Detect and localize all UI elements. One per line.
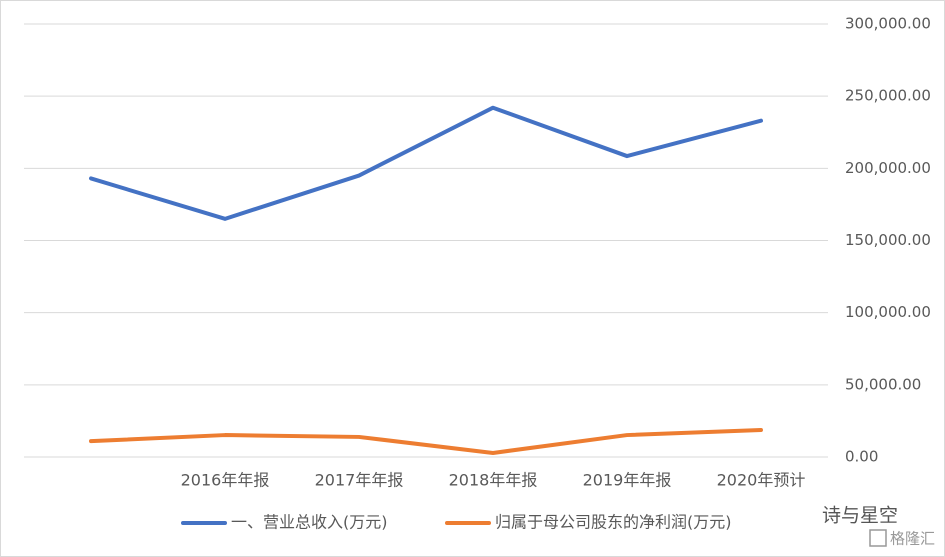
y-tick-label: 100,000.00	[845, 303, 931, 321]
y-tick-label: 50,000.00	[845, 375, 921, 393]
watermark-logo-box	[869, 529, 887, 547]
x-tick-label: 2018年年报	[449, 471, 538, 490]
legend-label: 一、营业总收入(万元)	[231, 513, 388, 532]
series-line	[89, 428, 763, 455]
x-tick-label: 2016年年报	[181, 471, 270, 490]
x-tick-label: 2017年年报	[315, 471, 404, 490]
legend-label: 归属于母公司股东的净利润(万元)	[495, 513, 732, 532]
y-tick-label: 200,000.00	[845, 159, 931, 177]
x-tick-label: 2019年年报	[583, 471, 672, 490]
y-tick-label: 250,000.00	[845, 87, 931, 105]
watermark-text: 诗与星空	[822, 505, 898, 527]
watermark-logo: 格隆汇	[890, 530, 935, 548]
series-line	[89, 105, 763, 221]
y-tick-label: 0.00	[845, 448, 878, 466]
x-tick-label: 2020年预计	[717, 471, 806, 490]
y-tick-label: 150,000.00	[845, 231, 931, 249]
y-tick-label: 300,000.00	[845, 15, 931, 33]
